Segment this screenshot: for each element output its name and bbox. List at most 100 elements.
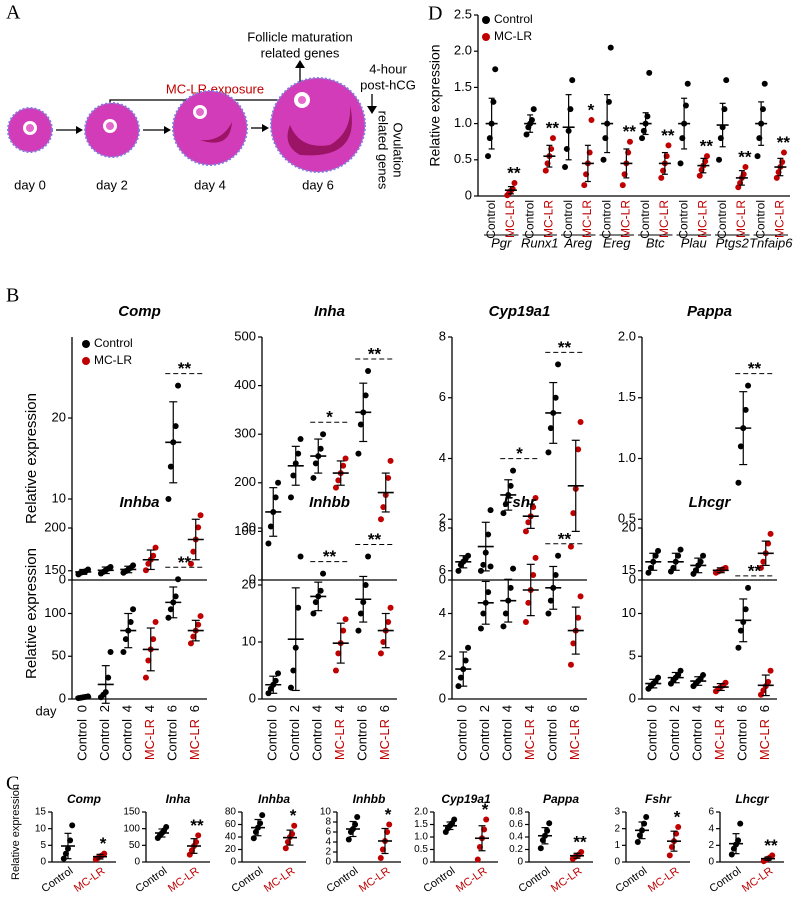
chart-title: Inha xyxy=(314,303,345,320)
data-point xyxy=(742,406,749,413)
x-tick-label: MC-LR xyxy=(142,719,157,760)
x-tick-label: Control xyxy=(645,719,660,761)
x-tick-label: 4 xyxy=(500,705,515,712)
x-tick-label: MC-LR xyxy=(332,719,347,760)
data-point xyxy=(259,812,266,819)
sig-label: ** xyxy=(777,133,791,152)
panel-label: C xyxy=(6,773,19,795)
x-tick-label: MC-LR xyxy=(454,865,489,895)
y-tick-label: 0 xyxy=(517,857,523,868)
x-tick-label: Control xyxy=(753,200,767,239)
data-point xyxy=(532,494,539,501)
data-point xyxy=(645,569,652,576)
x-tick-label: MC-LR xyxy=(734,200,748,238)
day-label: day 0 xyxy=(14,177,46,192)
sig-label: ** xyxy=(573,832,587,851)
y-tick-label: 0.8 xyxy=(509,807,523,818)
x-tick-label: Control xyxy=(735,719,750,761)
sig-label: ** xyxy=(764,836,778,855)
data-point xyxy=(575,614,582,621)
y-tick-label: 1.5 xyxy=(618,389,636,404)
data-point xyxy=(500,623,507,630)
x-tick-label: MC-LR xyxy=(696,200,710,238)
data-point xyxy=(773,174,780,181)
legend-marker xyxy=(482,16,490,24)
gene-label: Tnfaip6 xyxy=(749,235,793,250)
y-tick-label: 40 xyxy=(225,832,237,843)
data-point xyxy=(722,679,729,686)
data-point xyxy=(387,604,394,611)
data-point xyxy=(507,482,514,489)
arrow-heads xyxy=(76,124,269,134)
data-point xyxy=(60,855,67,862)
y-tick-label: 8 xyxy=(325,817,331,828)
annotation: Ovulation xyxy=(391,123,406,178)
data-point xyxy=(193,839,200,845)
x-tick-label: MC-LR xyxy=(567,719,582,760)
y-tick-label: 0 xyxy=(439,690,446,705)
y-tick-label: 4 xyxy=(708,823,714,834)
data-point xyxy=(549,135,556,142)
data-point xyxy=(487,507,494,514)
x-tick-label: Control xyxy=(545,719,560,761)
data-point xyxy=(457,674,464,681)
data-point xyxy=(522,619,529,626)
data-point xyxy=(569,77,576,84)
y-tick-label: 2.0 xyxy=(414,807,428,818)
data-point xyxy=(345,836,352,843)
x-tick-label: Control xyxy=(477,719,492,761)
x-tick-label: MC-LR xyxy=(542,200,556,238)
x-tick-label: 4 xyxy=(120,705,135,712)
x-tick-label: 2 xyxy=(477,705,492,712)
annotation: related genes xyxy=(376,111,391,190)
data-point xyxy=(577,419,584,426)
y-tick-label: 80 xyxy=(225,807,237,818)
data-point xyxy=(537,845,544,852)
x-tick-label: Control xyxy=(715,200,729,239)
data-point xyxy=(317,587,324,594)
y-tick-label: 150 xyxy=(123,807,140,818)
sig-label: * xyxy=(674,807,681,826)
y-axis-label: Relative expression xyxy=(23,548,40,679)
data-point xyxy=(555,361,562,368)
sig-label: ** xyxy=(546,119,560,138)
data-point xyxy=(562,164,569,171)
data-point xyxy=(175,576,182,583)
data-point xyxy=(195,621,202,628)
y-tick-label: 2 xyxy=(708,840,714,851)
x-tick-label: MC-LR xyxy=(757,719,772,760)
sig-label: * xyxy=(100,834,107,853)
x-tick-label: 4 xyxy=(142,705,157,712)
data-point xyxy=(290,667,297,674)
y-tick-label: 0.2 xyxy=(509,844,523,855)
chart-title: Inhba xyxy=(120,494,160,511)
x-tick-label: 4 xyxy=(310,705,325,712)
data-point xyxy=(101,850,108,857)
data-point xyxy=(745,382,752,389)
data-point xyxy=(310,610,317,617)
sig-label: * xyxy=(385,805,392,824)
y-tick-label: 10 xyxy=(622,605,636,620)
chart-title: Fshr xyxy=(645,792,672,806)
gene-label: Pgr xyxy=(491,235,512,250)
x-tick-label: 0 xyxy=(455,705,470,712)
data-point xyxy=(295,450,302,457)
y-tick-label: 0 xyxy=(59,571,66,586)
chart-title: Pappa xyxy=(687,303,732,320)
data-point xyxy=(152,619,159,626)
data-point xyxy=(295,604,302,611)
sig-label: ** xyxy=(368,530,382,549)
x-tick-label: Control xyxy=(310,719,325,761)
x-tick-label: MC-LR xyxy=(262,865,297,895)
y-tick-label: 2.5 xyxy=(454,6,472,21)
data-point xyxy=(677,160,684,167)
y-tick-label: 0 xyxy=(249,690,256,705)
data-point xyxy=(267,523,274,530)
y-tick-label: 8 xyxy=(439,519,446,534)
data-point xyxy=(643,814,650,820)
arrows xyxy=(56,127,262,131)
chart-title: Inha xyxy=(166,792,191,806)
data-point xyxy=(652,552,659,559)
data-point xyxy=(150,552,157,559)
sig-label: ** xyxy=(661,126,675,145)
